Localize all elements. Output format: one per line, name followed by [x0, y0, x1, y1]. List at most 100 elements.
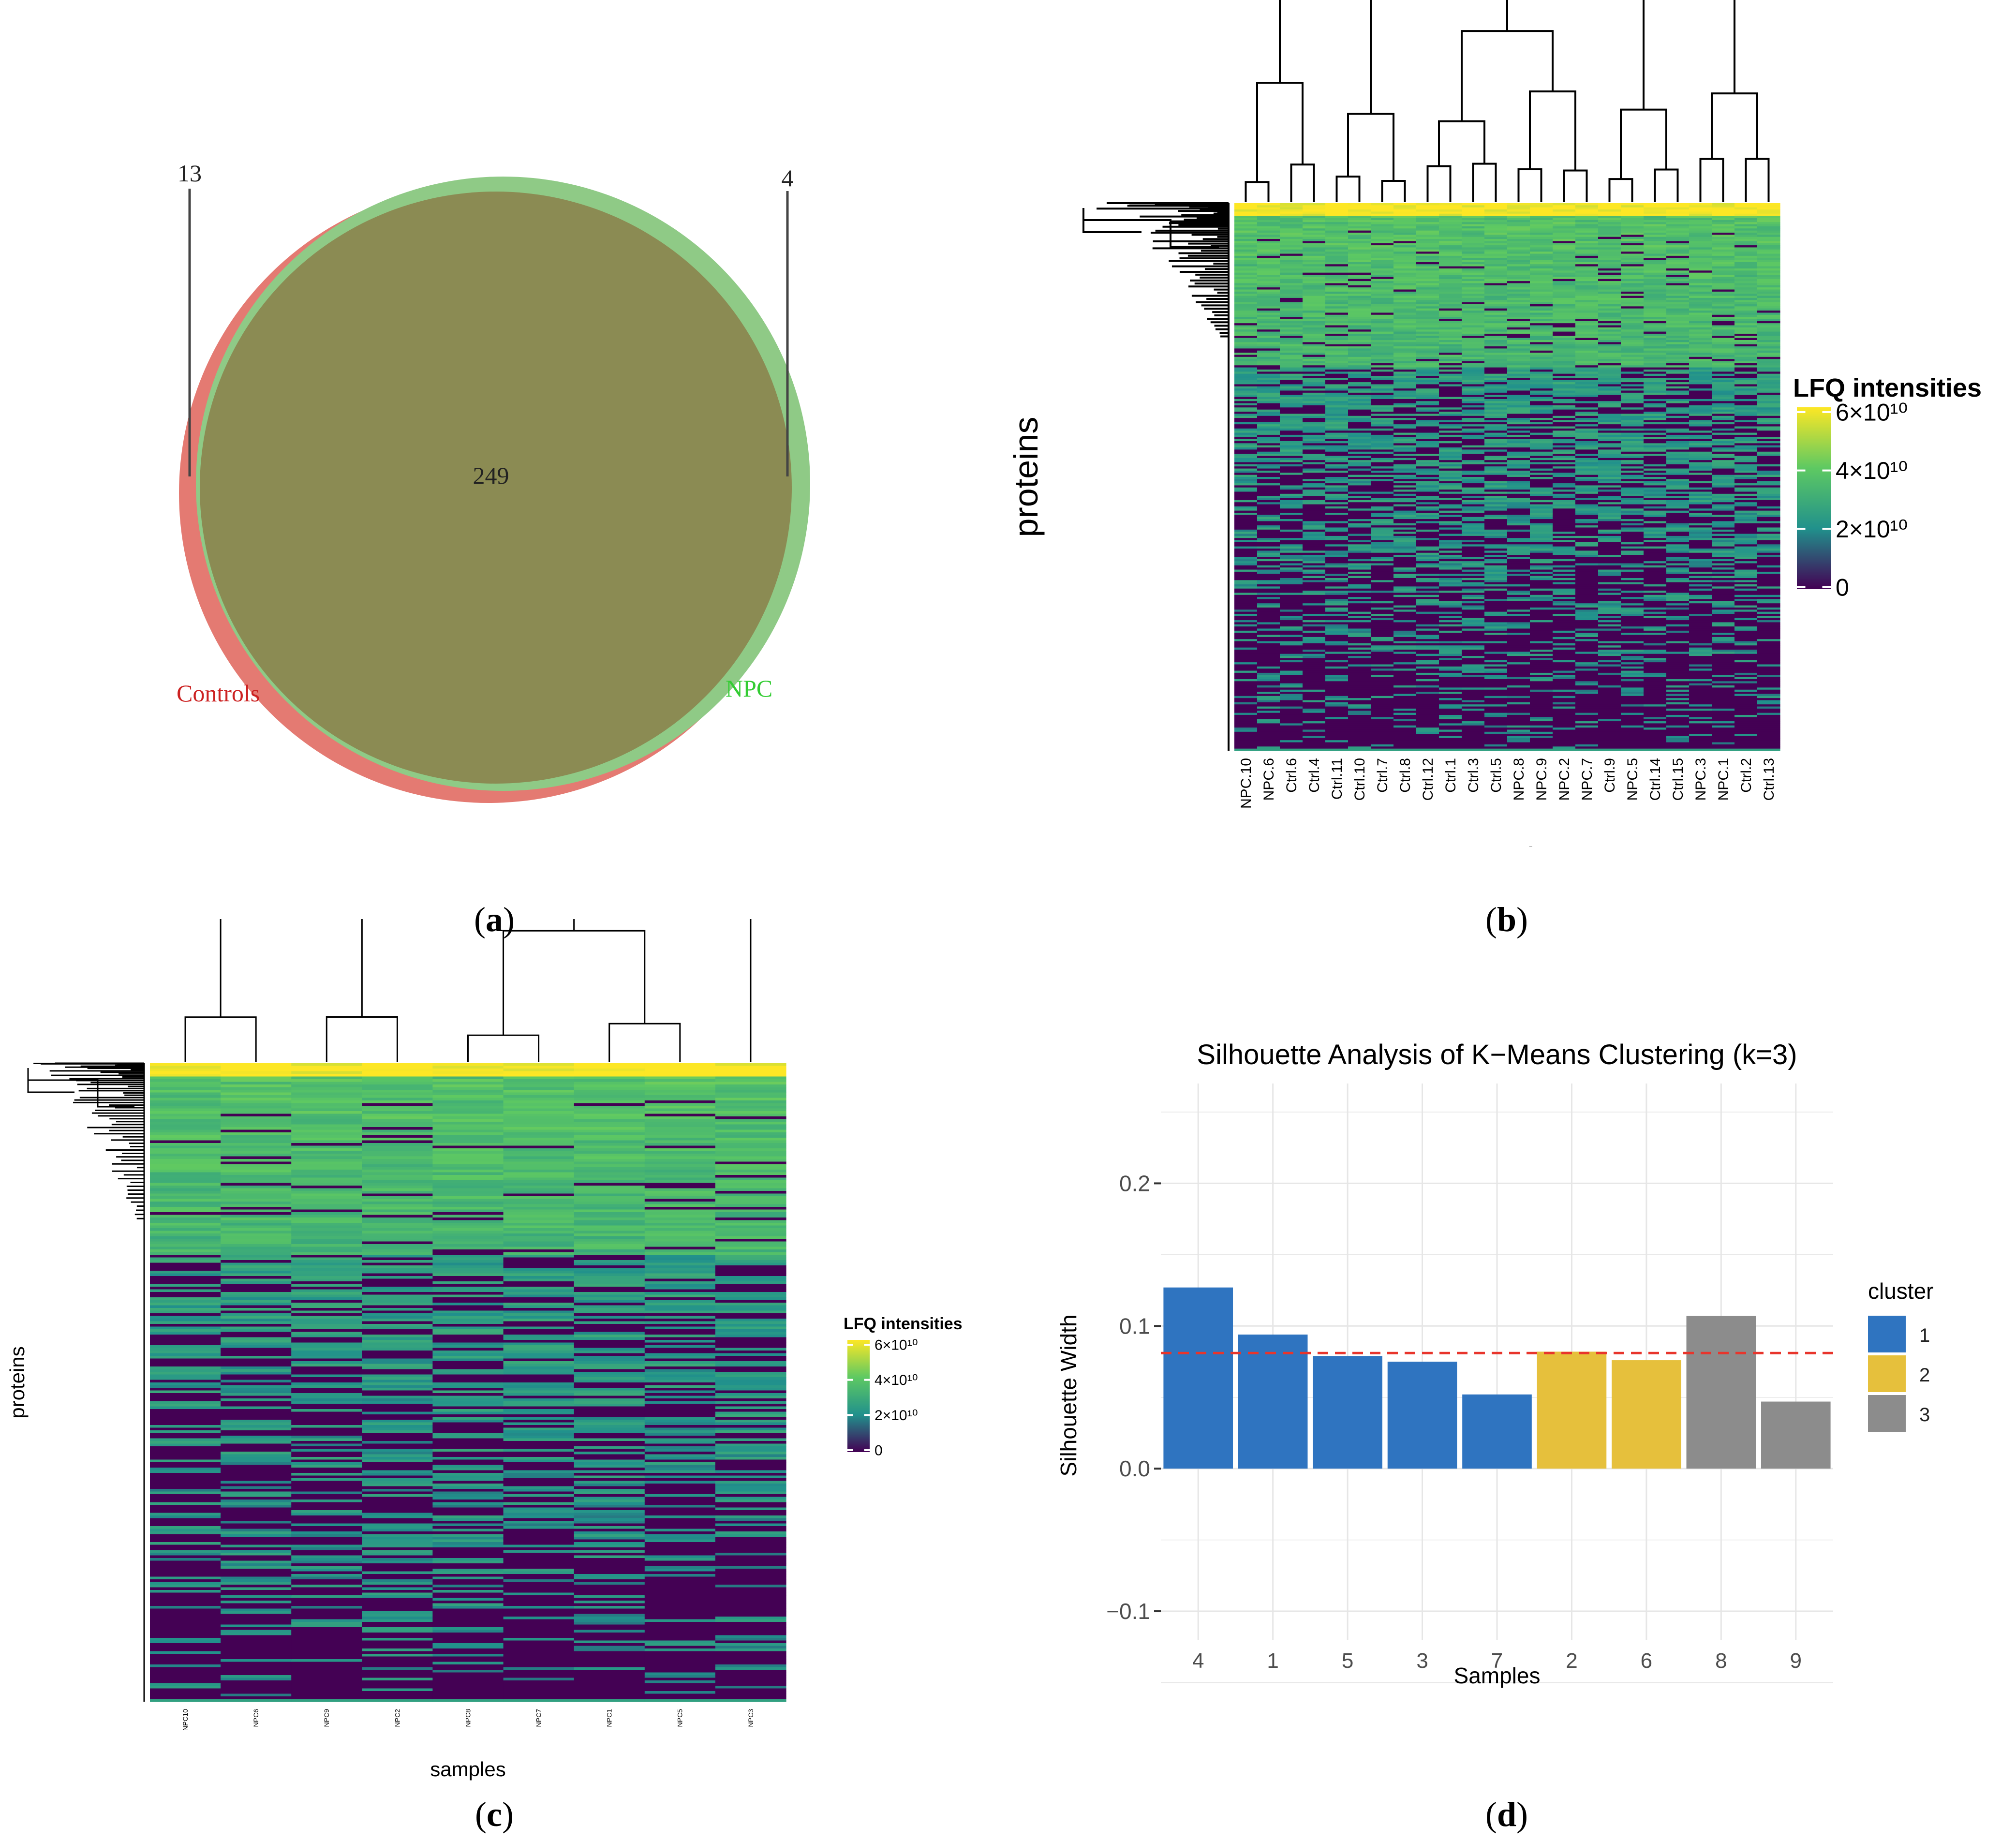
venn-count-npc-only: 4	[782, 164, 794, 192]
y-axis-title: proteins	[1008, 416, 1045, 537]
legend-swatch-3	[1868, 1395, 1906, 1432]
legend-tick-label: 4×10¹⁰	[1836, 457, 1908, 484]
column-label: NPC.5	[1625, 758, 1641, 801]
column-label: NPC.10	[1238, 758, 1254, 809]
panel-label-b: (b)	[1485, 900, 1528, 939]
legend-label-3: 3	[1919, 1404, 1930, 1425]
venn-label-npc: NPC	[726, 675, 772, 702]
x-tick-label: 5	[1342, 1649, 1353, 1673]
bar-sample-1	[1238, 1334, 1308, 1469]
bar-sample-8	[1686, 1316, 1756, 1469]
bar-sample-9	[1761, 1401, 1831, 1469]
legend-tick-label: 4×10¹⁰	[875, 1372, 918, 1388]
legend-title: LFQ intensities	[1793, 373, 1982, 402]
column-label: NPC10	[181, 1709, 189, 1731]
column-label: NPC5	[676, 1709, 684, 1727]
column-label: Ctrl.1	[1443, 758, 1459, 793]
legend-swatch-2	[1868, 1355, 1906, 1392]
column-label: NPC8	[464, 1709, 472, 1727]
column-label: NPC7	[535, 1709, 543, 1727]
venn-overlap	[200, 192, 792, 784]
column-label: NPC.2	[1556, 758, 1572, 801]
legend-label-2: 2	[1919, 1365, 1930, 1386]
column-label: Ctrl.12	[1420, 758, 1436, 801]
legend-tick-label: 2×10¹⁰	[875, 1408, 918, 1424]
column-label: NPC.1	[1716, 758, 1732, 801]
column-dendrogram	[184, 919, 752, 1062]
column-label: Ctrl.5	[1488, 758, 1504, 793]
y-axis-title: Silhouette Width	[1056, 1315, 1081, 1477]
column-label: NPC.7	[1579, 758, 1595, 801]
panel-label-d: (d)	[1485, 1795, 1528, 1834]
legend-colorbar	[847, 1340, 870, 1452]
column-label: Ctrl.3	[1466, 758, 1482, 793]
column-dendrogram	[1245, 0, 1770, 202]
column-label: NPC.6	[1261, 758, 1277, 801]
chart-title: Silhouette Analysis of K−Means Clusterin…	[1197, 1039, 1797, 1070]
x-tick-label: 9	[1790, 1649, 1802, 1673]
y-tick-label: −0.1	[1106, 1599, 1150, 1624]
column-label: Ctrl.10	[1352, 758, 1368, 801]
column-label: Ctrl.8	[1397, 758, 1413, 793]
silhouette-chart: 4 1 5 3 7 2 6 8 9 0.2 0.1 0.0 −0.1 Silhouette Analysi…	[1056, 1039, 1933, 1688]
panel-label-c: (c)	[475, 1795, 514, 1834]
x-tick-label: 6	[1641, 1649, 1652, 1673]
bar-sample-7	[1462, 1394, 1532, 1469]
column-label: Ctrl.15	[1670, 758, 1686, 801]
heatmap-cells	[150, 1063, 786, 1702]
y-tick-label: 0.1	[1119, 1313, 1150, 1338]
column-label: Ctrl.9	[1602, 758, 1618, 793]
venn-count-controls-only: 13	[178, 160, 202, 187]
y-tick-label: 0.0	[1119, 1456, 1150, 1481]
bar-sample-2	[1537, 1351, 1607, 1469]
bar-sample-4	[1163, 1287, 1233, 1469]
column-label: NPC6	[252, 1709, 260, 1727]
legend-tick-label: 6×10¹⁰	[875, 1337, 918, 1353]
y-tick-label: 0.2	[1119, 1171, 1150, 1196]
column-label: NPC.3	[1693, 758, 1709, 801]
legend-title: cluster	[1868, 1278, 1933, 1304]
column-label: NPC3	[747, 1709, 755, 1727]
row-dendrogram	[27, 1062, 145, 1702]
row-dendrogram	[1082, 202, 1230, 751]
column-label: NPC1	[606, 1709, 613, 1727]
column-label: Ctrl.14	[1647, 758, 1663, 801]
column-label: NPC.9	[1534, 758, 1550, 801]
legend-swatch-1	[1868, 1316, 1906, 1352]
heatmap-cells	[1234, 203, 1780, 751]
x-tick-label: 2	[1566, 1649, 1577, 1673]
column-label: Ctrl.11	[1329, 758, 1345, 800]
legend-colorbar	[1797, 407, 1831, 589]
column-label: NPC.8	[1511, 758, 1527, 801]
legend-label-1: 1	[1919, 1325, 1930, 1346]
x-axis-title: samples	[430, 1758, 505, 1781]
column-label: NPC9	[323, 1709, 330, 1727]
heatmap-c: NPC10 NPC6 NPC9 NPC2 NPC8 NPC7 NPC1 NPC5 NPC3 sam…	[6, 919, 963, 1781]
x-tick-label: 4	[1192, 1649, 1204, 1673]
venn-diagram: 13 4 249 Controls NPC	[177, 160, 810, 803]
legend-tick-label: 2×10¹⁰	[1836, 516, 1908, 543]
column-label: Ctrl.6	[1284, 758, 1300, 793]
x-tick-label: 1	[1267, 1649, 1278, 1673]
legend-tick-label: 0	[875, 1443, 883, 1459]
panel-label-a: (a)	[474, 900, 515, 939]
legend-tick-label: 0	[1836, 574, 1849, 601]
x-axis-title: samples	[1444, 840, 1571, 846]
legend-title: LFQ intensities	[844, 1315, 963, 1333]
bar-sample-6	[1612, 1360, 1681, 1469]
bar-sample-3	[1387, 1362, 1457, 1469]
legend-tick-label: 6×10¹⁰	[1836, 399, 1908, 426]
column-label: NPC2	[393, 1709, 401, 1727]
y-axis-title: proteins	[6, 1346, 29, 1418]
heatmap-b: NPC.10 NPC.6 Ctrl.6 Ctrl.4 Ctrl.11 Ctrl.10 Ctr…	[1008, 0, 1982, 846]
x-tick-label: 8	[1715, 1649, 1727, 1673]
column-label: Ctrl.2	[1738, 758, 1754, 793]
column-label: Ctrl.4	[1306, 758, 1322, 793]
venn-count-intersection: 249	[473, 462, 509, 489]
column-label: Ctrl.13	[1761, 758, 1777, 801]
column-label: Ctrl.7	[1375, 758, 1391, 793]
bar-sample-5	[1313, 1356, 1382, 1469]
x-tick-label: 7	[1491, 1649, 1503, 1673]
x-tick-label: 3	[1416, 1649, 1428, 1673]
